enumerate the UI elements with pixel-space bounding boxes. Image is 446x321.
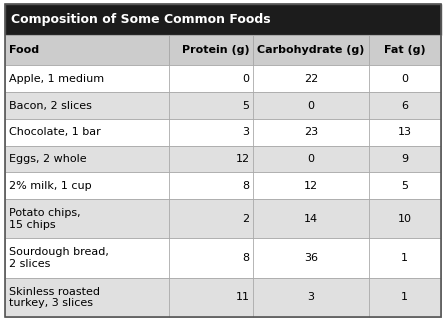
Text: Protein (g): Protein (g) <box>182 45 249 56</box>
Text: 5: 5 <box>243 100 249 110</box>
Text: 13: 13 <box>398 127 412 137</box>
Text: 8: 8 <box>242 253 249 263</box>
Text: 12: 12 <box>304 181 318 191</box>
Text: 1: 1 <box>401 253 408 263</box>
Bar <box>5 92 441 119</box>
Text: Composition of Some Common Foods: Composition of Some Common Foods <box>11 13 270 26</box>
Bar <box>5 119 441 146</box>
Text: 23: 23 <box>304 127 318 137</box>
Text: 36: 36 <box>304 253 318 263</box>
Text: 2% milk, 1 cup: 2% milk, 1 cup <box>9 181 92 191</box>
Text: Eggs, 2 whole: Eggs, 2 whole <box>9 154 87 164</box>
Text: 0: 0 <box>308 154 314 164</box>
Bar <box>5 278 441 317</box>
Text: Carbohydrate (g): Carbohydrate (g) <box>257 45 365 56</box>
Text: 6: 6 <box>401 100 408 110</box>
Text: 11: 11 <box>235 292 249 302</box>
Text: Chocolate, 1 bar: Chocolate, 1 bar <box>9 127 101 137</box>
Text: Skinless roasted
turkey, 3 slices: Skinless roasted turkey, 3 slices <box>9 287 100 308</box>
Text: 0: 0 <box>401 74 408 84</box>
Bar <box>5 199 441 239</box>
Text: Food: Food <box>9 45 40 56</box>
Text: Potato chips,
15 chips: Potato chips, 15 chips <box>9 208 81 230</box>
Text: 3: 3 <box>308 292 314 302</box>
Text: 22: 22 <box>304 74 318 84</box>
Bar <box>5 239 441 278</box>
Bar <box>5 146 441 172</box>
Text: 10: 10 <box>398 214 412 224</box>
Text: 0: 0 <box>308 100 314 110</box>
Text: 3: 3 <box>243 127 249 137</box>
Text: Apple, 1 medium: Apple, 1 medium <box>9 74 104 84</box>
Text: Fat (g): Fat (g) <box>384 45 425 56</box>
Text: 12: 12 <box>235 154 249 164</box>
Bar <box>5 35 441 65</box>
Text: 8: 8 <box>242 181 249 191</box>
Bar <box>5 172 441 199</box>
Text: 5: 5 <box>401 181 408 191</box>
Bar <box>5 4 441 35</box>
Text: 2: 2 <box>242 214 249 224</box>
Text: Bacon, 2 slices: Bacon, 2 slices <box>9 100 92 110</box>
Text: 0: 0 <box>243 74 249 84</box>
Text: 1: 1 <box>401 292 408 302</box>
Bar <box>5 65 441 92</box>
Text: 9: 9 <box>401 154 408 164</box>
Text: Sourdough bread,
2 slices: Sourdough bread, 2 slices <box>9 247 109 269</box>
Text: 14: 14 <box>304 214 318 224</box>
